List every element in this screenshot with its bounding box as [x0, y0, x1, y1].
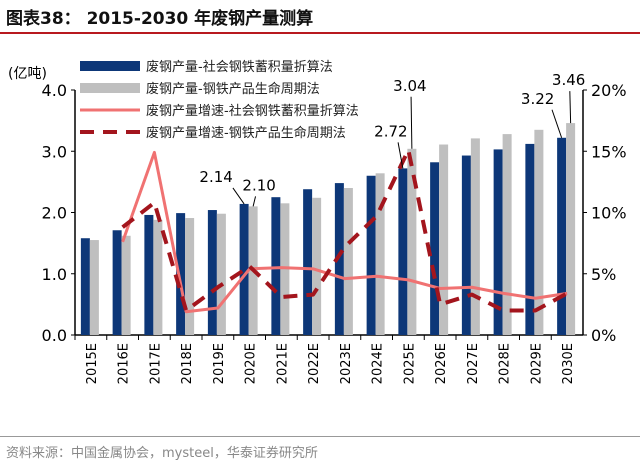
figure-title: 图表38： 2015-2030 年废钢产量测算 — [6, 9, 314, 29]
bar-stock-method — [398, 168, 408, 335]
left-tick-label: 4.0 — [42, 81, 67, 100]
bar-lifecycle-method — [470, 138, 480, 335]
left-tick-label: 2.0 — [42, 204, 67, 223]
x-tick-label: 2017E — [148, 343, 163, 384]
right-tick-label: 10% — [591, 204, 627, 223]
bar-stock-method — [207, 210, 217, 335]
bar-stock-method — [493, 149, 503, 335]
bar-lifecycle-method — [343, 188, 353, 335]
x-tick-label: 2019E — [212, 343, 227, 384]
bar-lifecycle-method — [566, 123, 576, 335]
x-tick-label: 2029E — [529, 343, 544, 384]
bar-stock-method — [557, 137, 567, 335]
bar-lifecycle-method — [185, 218, 195, 335]
legend-swatch — [80, 61, 140, 71]
x-tick-label: 2021E — [275, 343, 290, 384]
right-tick-label: 20% — [591, 81, 627, 100]
x-tick-label: 2015E — [85, 343, 100, 384]
x-tick-label: 2030E — [561, 343, 576, 384]
legend-label: 废钢产量-钢铁产品生命周期法 — [146, 81, 320, 97]
bar-stock-method — [334, 183, 344, 335]
left-axis-unit: (亿吨) — [8, 66, 47, 82]
bar-lifecycle-method — [216, 213, 226, 335]
bar-stock-method — [303, 189, 313, 335]
data-label-leader — [551, 109, 563, 138]
x-tick-label: 2024E — [371, 343, 386, 384]
data-label: 3.46 — [552, 71, 585, 89]
left-tick-label: 1.0 — [42, 265, 67, 284]
bar-stock-method — [176, 213, 186, 335]
bar-stock-method — [525, 143, 535, 335]
bar-lifecycle-method — [312, 197, 322, 335]
growth-line-stock-method — [121, 150, 568, 314]
source-note: 资料来源：中国金属协会，mysteel，华泰证券研究所 — [6, 446, 318, 461]
title-divider — [0, 32, 640, 34]
data-label: 2.72 — [374, 122, 407, 140]
bar-stock-method — [112, 230, 122, 335]
bar-stock-method — [271, 197, 281, 335]
source-divider — [0, 436, 640, 437]
data-label-leader — [252, 196, 257, 207]
legend-swatch — [80, 83, 140, 93]
data-label-leader — [397, 142, 404, 169]
x-tick-label: 2027E — [466, 343, 481, 384]
legend-label: 废钢产量增速-社会钢铁蓄积量折算法 — [146, 103, 359, 119]
x-tick-label: 2023E — [339, 343, 354, 384]
x-tick-label: 2022E — [307, 343, 322, 384]
x-tick-label: 2018E — [180, 343, 195, 384]
x-tick-label: 2025E — [402, 343, 417, 384]
x-tick-label: 2028E — [498, 343, 513, 384]
legend-label: 废钢产量增速-钢铁产品生命周期法 — [146, 125, 346, 141]
legend-label: 废钢产量-社会钢铁蓄积量折算法 — [146, 59, 333, 75]
bar-lifecycle-method — [407, 148, 417, 335]
left-tick-label: 0.0 — [42, 326, 67, 345]
data-label: 3.04 — [393, 77, 426, 95]
data-label: 2.14 — [199, 168, 232, 186]
x-tick-label: 2016E — [117, 343, 132, 384]
x-tick-label: 2026E — [434, 343, 449, 384]
right-tick-label: 15% — [591, 142, 627, 161]
data-label-leader — [232, 187, 245, 205]
x-tick-label: 2020E — [244, 343, 259, 384]
bar-stock-method — [430, 162, 440, 335]
bar-lifecycle-method — [502, 134, 512, 335]
bar-lifecycle-method — [375, 173, 385, 335]
growth-line-lifecycle-method — [121, 148, 569, 313]
right-tick-label: 0% — [591, 326, 616, 345]
bar-stock-method — [239, 203, 249, 335]
scrap-steel-chart: 0.0 1.0 2.0 3.0 4.0 0% 5% 10% 15% 20% (亿吨) 2015E 201… — [8, 59, 627, 384]
data-label: 2.10 — [242, 176, 275, 194]
left-tick-label: 3.0 — [42, 142, 67, 161]
bar-stock-method — [144, 214, 154, 335]
bar-stock-method — [80, 238, 90, 335]
bar-lifecycle-method — [153, 219, 163, 335]
data-label-leader — [569, 91, 572, 124]
bar-lifecycle-method — [89, 240, 99, 335]
bar-lifecycle-method — [121, 235, 131, 335]
bar-stock-method — [366, 175, 376, 335]
bar-lifecycle-method — [439, 144, 449, 335]
bar-stock-method — [461, 155, 471, 335]
right-tick-label: 5% — [591, 265, 616, 284]
bar-lifecycle-method — [534, 129, 544, 335]
data-label: 3.22 — [521, 90, 554, 108]
data-label-leader — [410, 96, 413, 149]
